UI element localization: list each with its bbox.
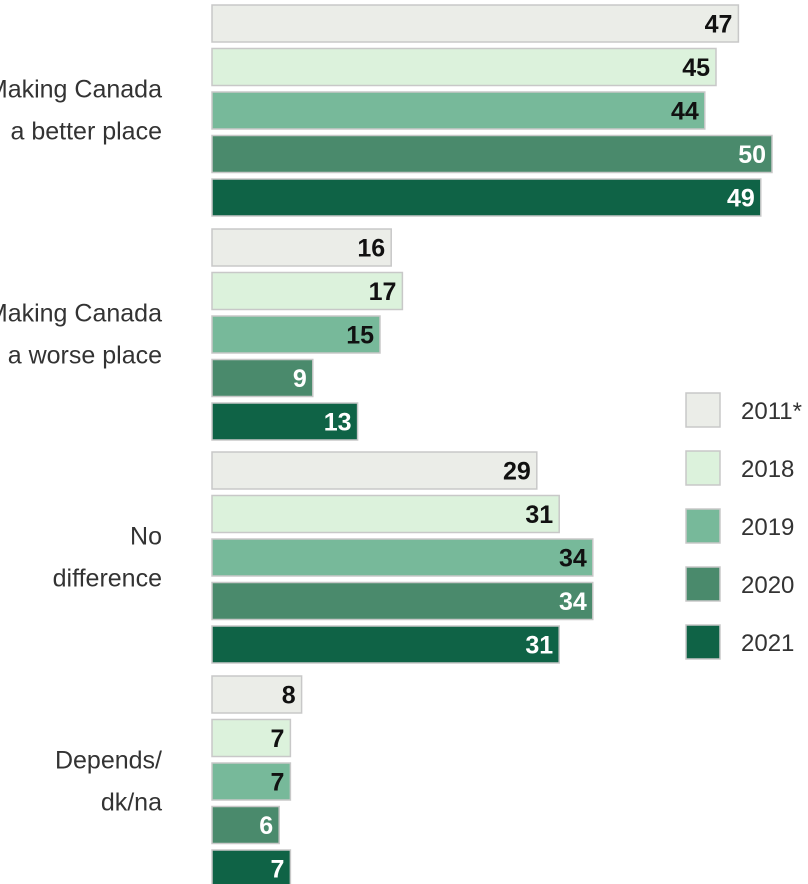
data-label: 9 [293,365,307,393]
data-label: 45 [682,54,710,82]
category-label: Making Canada [0,76,162,104]
bar [211,675,303,714]
data-label: 47 [705,11,733,39]
bar [211,581,594,621]
bar [211,625,560,664]
legend: 2011* 2018 2019 2020 2021 [685,392,802,660]
data-label: 16 [357,235,385,263]
data-label: 6 [259,812,273,840]
bar [211,451,538,490]
category-label: Depends/ [55,747,162,775]
bar [211,402,359,441]
data-label: 13 [324,409,352,437]
bar [211,91,706,130]
category-label: dk/na [101,789,162,817]
data-label: 31 [525,632,553,660]
category-group: Depends/dk/na 8 7 7 6 7 [55,675,303,884]
bar [211,315,381,354]
data-label: 49 [727,185,755,213]
category-label: No [130,523,162,551]
legend-label: 2021 [741,630,794,657]
bar [211,762,292,801]
legend-label: 2020 [741,572,794,599]
bar [211,228,392,267]
category-group: Making Canada a worse place 16 17 15 9 13 [0,228,404,441]
data-label: 34 [559,545,587,573]
data-label: 44 [671,98,699,126]
legend-label: 2011* [741,398,802,425]
bar [211,718,292,758]
bar [211,805,280,845]
data-label: 15 [346,322,374,350]
bar [211,134,773,174]
data-label: 34 [559,588,587,616]
category-label: a better place [11,118,163,146]
category-label: difference [53,565,162,593]
bar [211,358,314,398]
legend-swatch [685,392,721,428]
legend-label: 2019 [741,514,794,541]
data-label: 7 [270,856,284,884]
data-label: 29 [503,458,531,486]
legend-swatch [685,508,721,544]
bar [211,4,740,43]
bar [211,178,762,217]
data-label: 7 [270,769,284,797]
bar [211,494,560,534]
legend-swatch [685,566,721,602]
data-label: 7 [270,725,284,753]
bar [211,849,292,884]
data-label: 31 [525,501,553,529]
legend-label: 2018 [741,456,794,483]
category-label: Making Canada [0,300,162,328]
bar [211,47,717,87]
bar [211,538,594,577]
category-label: a worse place [8,342,162,370]
data-label: 50 [738,141,766,169]
legend-swatch [685,624,721,660]
category-group: Making Canada a better place 47 45 44 50 49 [0,4,773,217]
bar [211,271,404,311]
data-label: 8 [282,682,296,710]
legend-swatch [685,450,721,486]
data-label: 17 [369,278,397,306]
